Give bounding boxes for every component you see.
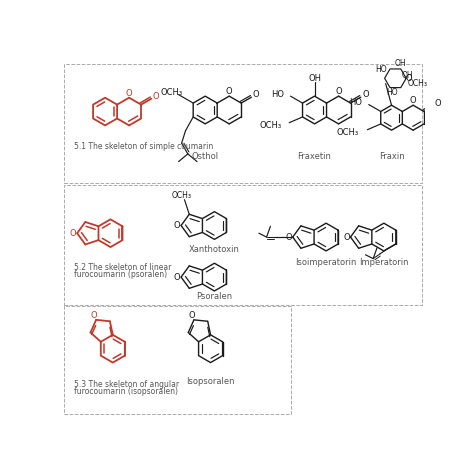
Bar bbox=[64, 64, 421, 183]
Text: 5.3 The skeleton of angular: 5.3 The skeleton of angular bbox=[74, 381, 180, 390]
Text: O: O bbox=[70, 229, 77, 237]
Text: furocoumarin (isopsoralen): furocoumarin (isopsoralen) bbox=[74, 387, 178, 396]
Text: O: O bbox=[253, 90, 259, 99]
Text: O: O bbox=[410, 96, 417, 105]
Text: OCH₃: OCH₃ bbox=[259, 120, 281, 129]
Text: O: O bbox=[188, 311, 195, 320]
Text: O: O bbox=[343, 233, 350, 242]
Text: O: O bbox=[153, 91, 159, 100]
Text: O: O bbox=[335, 87, 342, 96]
Text: Xanthotoxin: Xanthotoxin bbox=[189, 245, 240, 254]
Text: OCH₃: OCH₃ bbox=[337, 128, 359, 137]
Text: Isoimperatorin: Isoimperatorin bbox=[295, 258, 357, 267]
Text: Isopsoralen: Isopsoralen bbox=[186, 376, 235, 385]
Text: HO: HO bbox=[349, 98, 362, 107]
Text: O: O bbox=[226, 87, 233, 96]
Text: O: O bbox=[406, 74, 412, 83]
Text: OCH₃: OCH₃ bbox=[408, 79, 428, 88]
Text: Imperatorin: Imperatorin bbox=[359, 258, 409, 267]
Text: OH: OH bbox=[395, 59, 407, 68]
Text: HO: HO bbox=[386, 88, 398, 97]
Text: OH: OH bbox=[402, 71, 413, 80]
Text: O: O bbox=[91, 311, 97, 320]
Text: O: O bbox=[286, 233, 292, 242]
Bar bbox=[64, 185, 421, 305]
Text: Osthol: Osthol bbox=[191, 152, 219, 161]
Text: 5.2 The skeleton of linear: 5.2 The skeleton of linear bbox=[74, 264, 172, 273]
Text: O: O bbox=[435, 99, 441, 108]
Text: 5.1 The skeleton of simple coumarin: 5.1 The skeleton of simple coumarin bbox=[74, 143, 214, 152]
Text: Fraxin: Fraxin bbox=[379, 152, 404, 161]
Bar bbox=[64, 306, 291, 414]
Text: OCH₃: OCH₃ bbox=[172, 191, 192, 201]
Text: O: O bbox=[126, 89, 132, 98]
Text: OCH₃: OCH₃ bbox=[161, 88, 183, 97]
Text: OH: OH bbox=[308, 74, 321, 83]
Text: HO: HO bbox=[271, 90, 284, 99]
Text: O: O bbox=[174, 221, 181, 230]
Text: O: O bbox=[174, 273, 181, 282]
Text: Fraxetin: Fraxetin bbox=[298, 152, 331, 161]
Text: O: O bbox=[362, 90, 369, 99]
Text: Psoralen: Psoralen bbox=[196, 292, 233, 301]
Text: furocoumarin (psoralen): furocoumarin (psoralen) bbox=[74, 270, 167, 279]
Text: HO: HO bbox=[376, 65, 387, 74]
